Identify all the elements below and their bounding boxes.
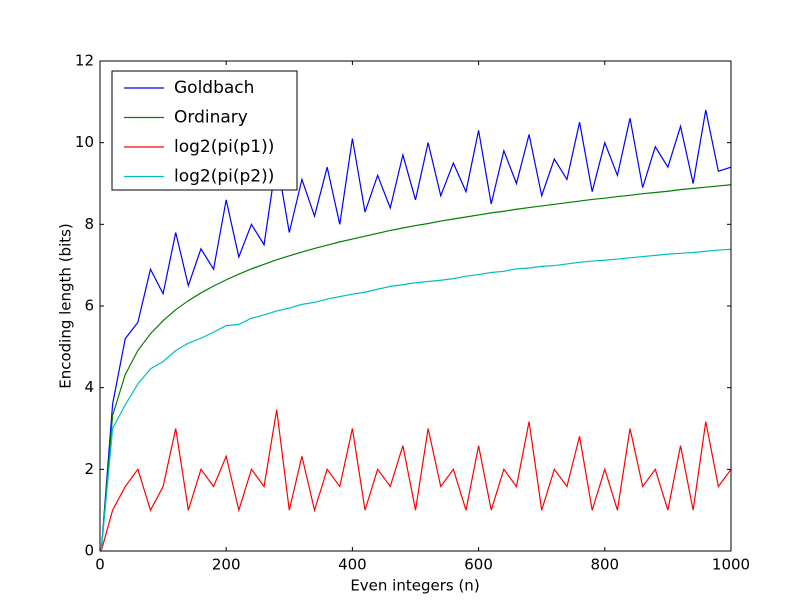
- legend-label: Ordinary: [174, 108, 248, 128]
- x-tick-label: 200: [212, 556, 241, 574]
- y-tick-label: 4: [84, 378, 94, 396]
- x-tick-label: 800: [590, 556, 619, 574]
- legend-box: [111, 70, 298, 191]
- y-tick-label: 2: [84, 460, 94, 478]
- x-tick-label: 400: [338, 556, 367, 574]
- y-axis-label: Encoding length (bits): [57, 223, 75, 389]
- line-series: [100, 184, 732, 552]
- legend-label: log2(pi(p1)): [174, 137, 274, 157]
- x-axis-label: Even integers (n): [350, 577, 479, 595]
- line-series: [100, 409, 732, 552]
- y-tick-label: 6: [84, 297, 94, 315]
- x-tick-label: 1000: [712, 556, 750, 574]
- y-tick-label: 10: [75, 133, 94, 151]
- y-tick-label: 8: [84, 215, 94, 233]
- y-tick-label: 12: [75, 52, 94, 70]
- x-tick-label: 0: [95, 556, 105, 574]
- legend-label: log2(pi(p2)): [174, 167, 274, 187]
- line-series: [100, 109, 732, 552]
- y-tick-label: 0: [84, 542, 94, 560]
- line-series: [100, 248, 732, 552]
- legend-label: Goldbach: [174, 78, 254, 98]
- x-tick-label: 600: [464, 556, 493, 574]
